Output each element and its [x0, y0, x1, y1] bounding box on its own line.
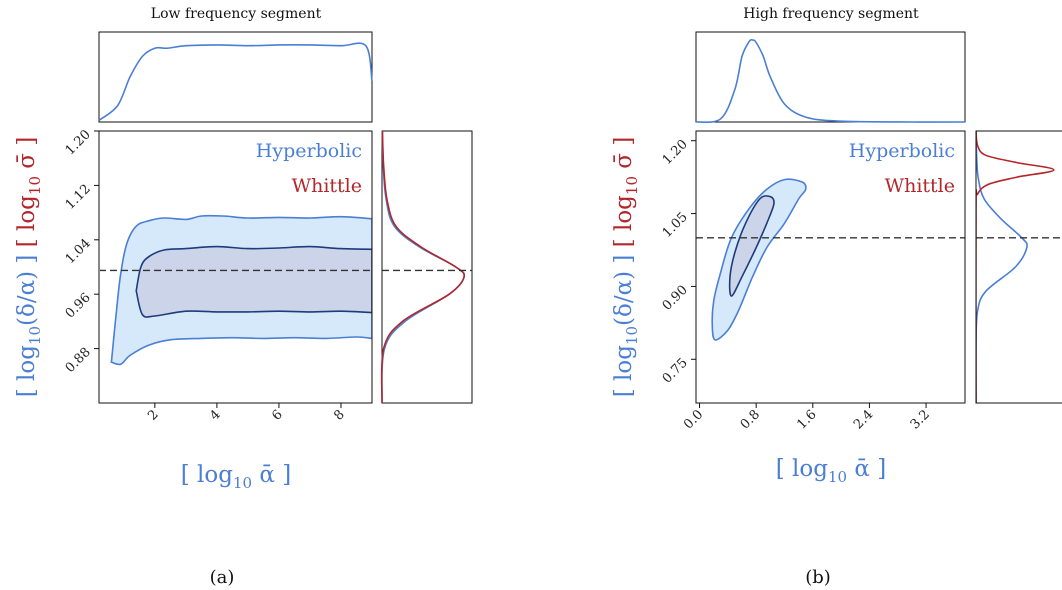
x-tick-label: 8 [331, 407, 347, 423]
panel-a-side-marginal-whittle [382, 131, 465, 403]
y-tick-label: 0.96 [63, 290, 94, 321]
x-tick-label: 3.2 [908, 407, 933, 432]
panel-b-label: (b) [805, 567, 831, 588]
x-tick-label: 2.4 [851, 407, 876, 432]
y-tick-label: 1.20 [63, 127, 94, 158]
panel-a-side-marginal-hyperbolic [382, 131, 464, 403]
panel-b-legend-hyperbolic: Hyperbolic [849, 140, 955, 162]
panel-b-top-marginal-hyperbolic [696, 40, 965, 122]
panel-b-top-frame [696, 32, 965, 122]
y-tick-label: 1.04 [63, 236, 94, 267]
y-tick-label: 0.90 [660, 283, 691, 314]
panel-a-legend-hyperbolic: Hyperbolic [256, 140, 362, 162]
y-tick-label: 1.20 [660, 137, 691, 168]
y-tick-label: 0.88 [63, 345, 94, 376]
x-tick-label: 1.6 [794, 407, 819, 432]
panel-a-y-ticks: 0.88 0.96 1.04 1.12 1.20 [63, 127, 99, 376]
panel-b-title: High frequency segment [743, 6, 919, 22]
panel-b-side-marginal-hyperbolic [976, 131, 1027, 403]
panel-b-legend-whittle: Whittle [885, 175, 955, 197]
y-tick-label: 0.75 [660, 356, 691, 387]
x-tick-label: 4 [207, 407, 223, 423]
panel-a-legend-whittle: Whittle [292, 175, 362, 197]
y-tick-label: 1.05 [660, 210, 691, 241]
panel-a-y-label: [ log10(δ/α) ] [ log10 σ̄ ] [14, 137, 44, 398]
panel-a-label: (a) [210, 567, 235, 588]
panel-a-side-frame [382, 131, 472, 403]
x-tick-label: 6 [269, 407, 285, 423]
panel-a-title: Low frequency segment [151, 6, 322, 22]
x-tick-label: 2 [145, 407, 161, 423]
panel-a-inner-contour [136, 247, 372, 317]
panel-b: High frequency segment Hyperbolic Whittl… [611, 6, 1062, 588]
panel-b-x-ticks: 0.0 0.8 1.6 2.4 3.2 [681, 403, 933, 432]
panel-a-x-label: [ log10 ᾱ ] [181, 462, 291, 492]
panel-b-x-label: [ log10 ᾱ ] [776, 456, 886, 486]
x-tick-label: 0.0 [681, 407, 706, 432]
panel-b-y-label: [ log10(δ/α) ] [ log10 σ̄ ] [611, 137, 641, 398]
panel-a-x-ticks: 2 4 6 8 [145, 403, 348, 424]
panel-a: Low frequency segment Hyperbolic Whittle… [14, 6, 472, 588]
panel-a-top-marginal-hyperbolic [99, 43, 372, 120]
panel-b-y-ticks: 0.75 0.90 1.05 1.20 [660, 137, 696, 387]
x-tick-label: 0.8 [738, 407, 763, 432]
y-tick-label: 1.12 [63, 182, 94, 213]
